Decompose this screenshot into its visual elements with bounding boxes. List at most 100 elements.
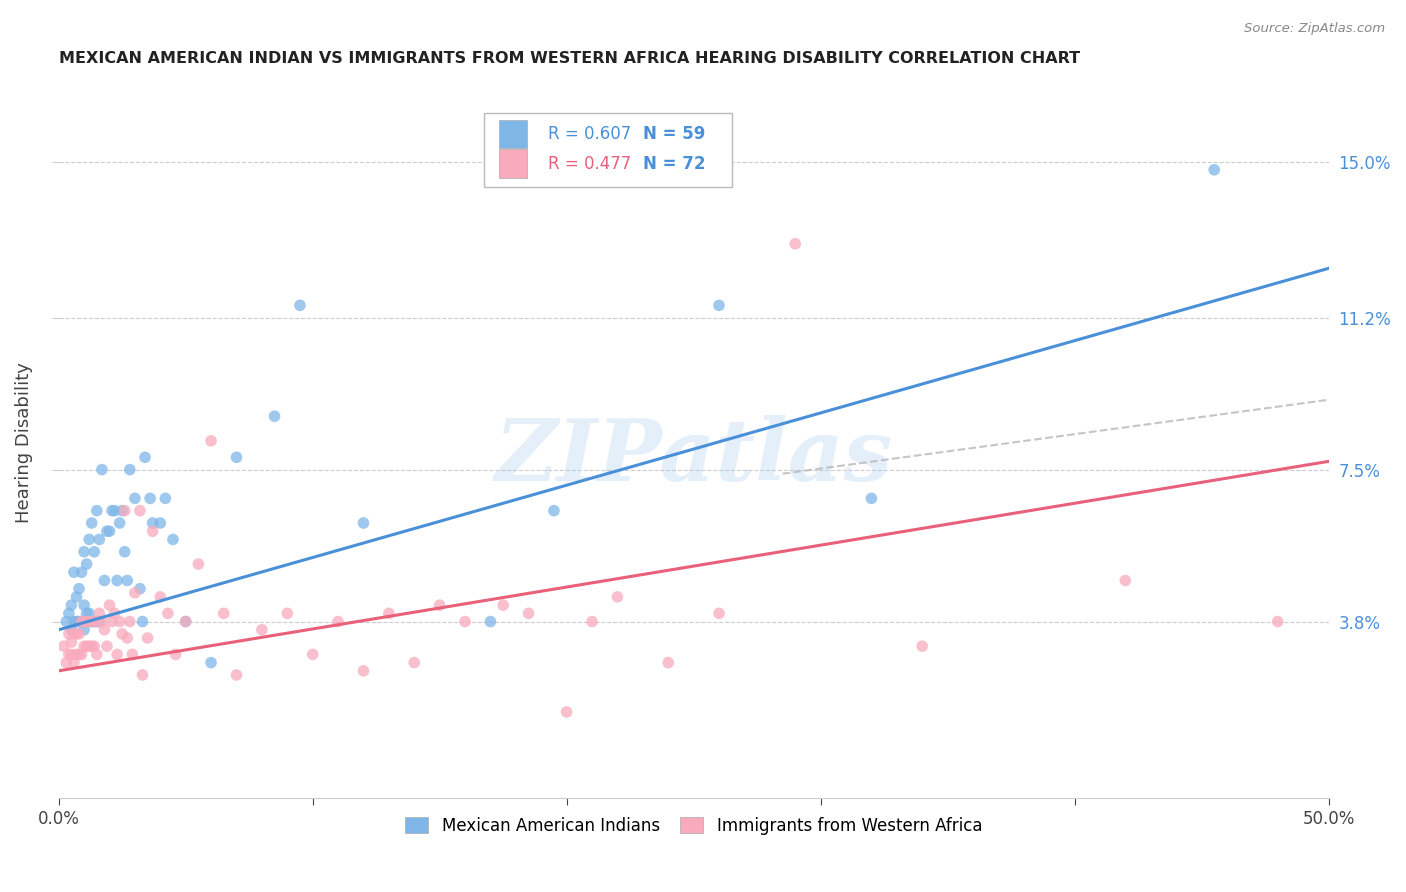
Point xyxy=(60,648,83,662)
Point xyxy=(162,533,184,547)
Point xyxy=(98,524,121,539)
Point xyxy=(149,516,172,530)
Point xyxy=(121,648,143,662)
Point xyxy=(326,615,349,629)
Point xyxy=(114,545,136,559)
Point xyxy=(187,557,209,571)
Point xyxy=(134,450,156,465)
Point xyxy=(86,615,108,629)
Point xyxy=(80,639,103,653)
Point xyxy=(129,504,152,518)
Point xyxy=(404,656,426,670)
Point xyxy=(89,615,111,629)
Point xyxy=(200,656,222,670)
Point xyxy=(86,615,108,629)
Point xyxy=(860,491,883,506)
Point xyxy=(67,648,90,662)
Point xyxy=(86,648,108,662)
FancyBboxPatch shape xyxy=(484,112,731,187)
Point xyxy=(250,623,273,637)
Point xyxy=(136,631,159,645)
Point xyxy=(517,607,540,621)
Point xyxy=(105,648,128,662)
Text: R = 0.607: R = 0.607 xyxy=(547,125,631,143)
Point xyxy=(606,590,628,604)
Point xyxy=(108,615,131,629)
Point xyxy=(65,648,87,662)
Point xyxy=(70,615,93,629)
Point xyxy=(117,631,139,645)
Point xyxy=(174,615,197,629)
FancyBboxPatch shape xyxy=(499,120,527,148)
Point xyxy=(165,648,187,662)
Point xyxy=(63,656,86,670)
Point xyxy=(124,491,146,506)
Point xyxy=(89,533,111,547)
Point xyxy=(55,656,77,670)
Point xyxy=(657,656,679,670)
Point xyxy=(73,598,96,612)
Point xyxy=(73,623,96,637)
Point xyxy=(101,615,124,629)
Point xyxy=(67,615,90,629)
Point xyxy=(60,598,83,612)
Point xyxy=(76,639,98,653)
Point xyxy=(353,516,375,530)
Point xyxy=(58,627,80,641)
Point xyxy=(707,607,730,621)
Point xyxy=(1204,162,1226,177)
Point xyxy=(63,627,86,641)
Point xyxy=(70,615,93,629)
Point xyxy=(58,648,80,662)
Point xyxy=(103,504,125,518)
Point xyxy=(96,639,118,653)
Point xyxy=(707,298,730,312)
Point xyxy=(378,607,401,621)
Point xyxy=(73,615,96,629)
Point xyxy=(139,491,162,506)
Point xyxy=(225,668,247,682)
Point xyxy=(555,705,578,719)
Point xyxy=(80,516,103,530)
Point xyxy=(101,504,124,518)
Point xyxy=(108,516,131,530)
Point xyxy=(76,615,98,629)
Point xyxy=(1114,574,1136,588)
Point xyxy=(60,623,83,637)
Point xyxy=(118,615,141,629)
Point xyxy=(80,615,103,629)
Text: ZIPatlas: ZIPatlas xyxy=(495,416,893,499)
Point xyxy=(93,574,115,588)
Point xyxy=(353,664,375,678)
Point xyxy=(174,615,197,629)
Point xyxy=(73,639,96,653)
Point xyxy=(276,607,298,621)
Point xyxy=(454,615,477,629)
Point xyxy=(60,635,83,649)
Point xyxy=(83,639,105,653)
Point xyxy=(98,598,121,612)
Point xyxy=(65,615,87,629)
Point xyxy=(52,639,75,653)
Point xyxy=(1267,615,1289,629)
Point xyxy=(479,615,502,629)
Point xyxy=(93,623,115,637)
Point xyxy=(67,627,90,641)
Point xyxy=(96,524,118,539)
Point xyxy=(131,668,153,682)
Point xyxy=(429,598,451,612)
Text: R = 0.477: R = 0.477 xyxy=(547,154,631,173)
Point xyxy=(124,586,146,600)
Point xyxy=(105,574,128,588)
Point xyxy=(118,462,141,476)
Point xyxy=(785,236,807,251)
Point xyxy=(63,615,86,629)
Point xyxy=(73,545,96,559)
Point xyxy=(55,615,77,629)
Point xyxy=(80,615,103,629)
Point xyxy=(200,434,222,448)
Point xyxy=(131,615,153,629)
Point xyxy=(111,627,134,641)
Point xyxy=(129,582,152,596)
Text: Source: ZipAtlas.com: Source: ZipAtlas.com xyxy=(1244,22,1385,36)
